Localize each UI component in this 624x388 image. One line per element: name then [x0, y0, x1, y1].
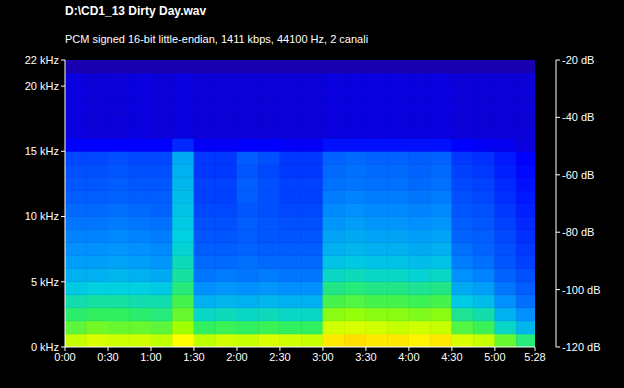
- svg-text:5:28: 5:28: [524, 351, 545, 363]
- svg-text:-60 dB: -60 dB: [562, 169, 594, 181]
- svg-text:-120 dB: -120 dB: [562, 341, 601, 353]
- svg-text:0 kHz: 0 kHz: [31, 341, 59, 353]
- svg-text:4:00: 4:00: [398, 351, 419, 363]
- html-text:PCM signed 16-bit little-endia: PCM signed 16-bit little-endian, 1411 kb…: [65, 33, 369, 45]
- svg-text:5:00: 5:00: [484, 351, 505, 363]
- svg-text:1:30: 1:30: [183, 351, 204, 363]
- svg-text:0:30: 0:30: [97, 351, 118, 363]
- svg-text:3:00: 3:00: [312, 351, 333, 363]
- svg-text:-80 dB: -80 dB: [562, 226, 594, 238]
- svg-text:20 kHz: 20 kHz: [25, 80, 59, 92]
- svg-text:4:30: 4:30: [441, 351, 462, 363]
- svg-text:5 kHz: 5 kHz: [31, 276, 59, 288]
- svg-text:3:30: 3:30: [355, 351, 376, 363]
- svg-text:-40 dB: -40 dB: [562, 111, 594, 123]
- svg-text:15 kHz: 15 kHz: [25, 145, 59, 157]
- svg-text:2:00: 2:00: [226, 351, 247, 363]
- svg-text:-20 dB: -20 dB: [562, 54, 594, 66]
- svg-text:-100 dB: -100 dB: [562, 284, 601, 296]
- svg-text:22 kHz: 22 kHz: [25, 54, 59, 66]
- svg-text:0:00: 0:00: [54, 350, 76, 363]
- svg-text:1:00: 1:00: [140, 351, 161, 363]
- html-text:D:\CD1_13 Dirty Day.wav: D:\CD1_13 Dirty Day.wav: [65, 4, 207, 18]
- svg-text:2:30: 2:30: [269, 351, 290, 363]
- svg-text:10 kHz: 10 kHz: [25, 210, 59, 222]
